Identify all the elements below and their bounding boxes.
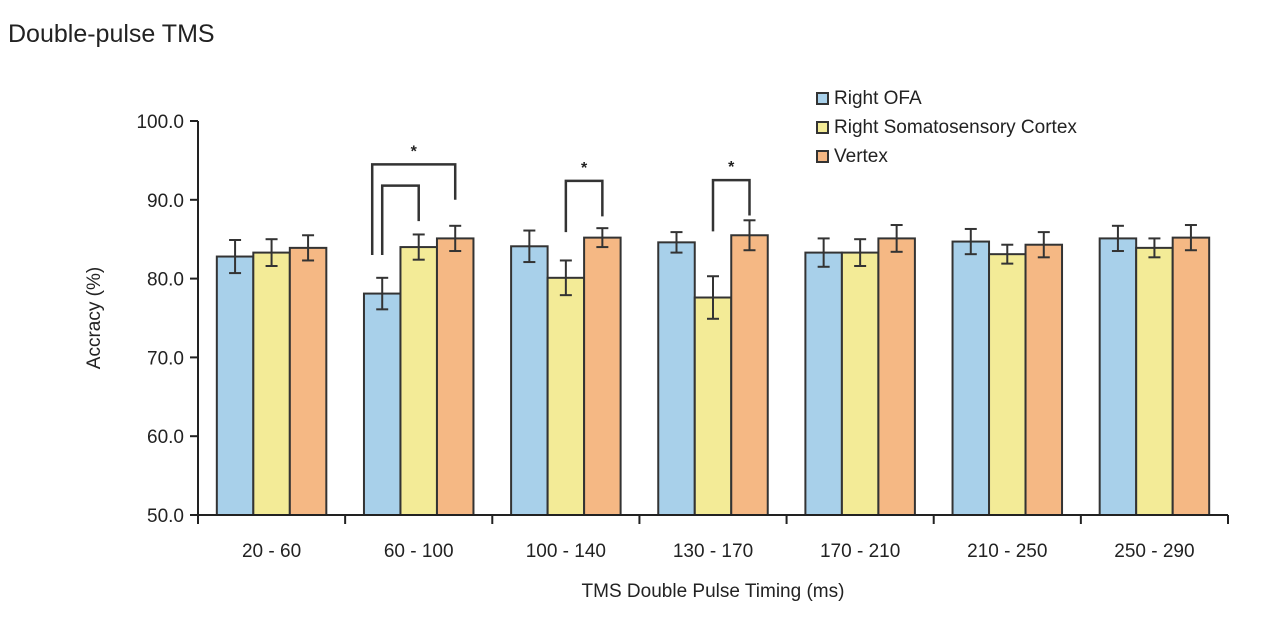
significance-bracket bbox=[564, 179, 604, 233]
x-tick-label: 210 - 250 bbox=[967, 541, 1047, 562]
bar bbox=[951, 240, 991, 516]
significance-star: * bbox=[728, 159, 735, 176]
significance-bracket bbox=[370, 163, 457, 255]
y-tick-label: 70.0 bbox=[147, 348, 184, 369]
significance-star: * bbox=[581, 160, 588, 177]
legend-swatch-right-ofa bbox=[816, 92, 829, 105]
y-tick-label: 100.0 bbox=[136, 112, 184, 133]
y-tick-label: 90.0 bbox=[147, 191, 184, 212]
bar bbox=[399, 246, 438, 517]
bar bbox=[1171, 236, 1211, 516]
x-tick-label: 20 - 60 bbox=[242, 541, 301, 562]
legend-item-right-somatosensory-cortex: Right Somatosensory Cortex bbox=[816, 113, 1077, 142]
bar bbox=[1024, 243, 1064, 516]
bar bbox=[362, 292, 402, 516]
bar bbox=[583, 236, 622, 516]
x-tick-label: 100 - 140 bbox=[526, 541, 606, 562]
chart-title: Double-pulse TMS bbox=[8, 20, 215, 48]
legend-item-right-ofa: Right OFA bbox=[816, 84, 1077, 113]
legend-label: Right OFA bbox=[834, 87, 922, 109]
x-tick-label: 250 - 290 bbox=[1114, 541, 1194, 562]
legend-label: Right Somatosensory Cortex bbox=[834, 116, 1077, 138]
x-axis-title: TMS Double Pulse Timing (ms) bbox=[582, 581, 845, 602]
significance-bracket bbox=[711, 178, 751, 232]
bar bbox=[693, 296, 733, 516]
x-tick-label: 60 - 100 bbox=[384, 541, 454, 562]
bar bbox=[215, 255, 255, 516]
legend-item-vertex: Vertex bbox=[816, 142, 1077, 171]
bar bbox=[840, 251, 880, 516]
x-tick-label: 170 - 210 bbox=[820, 541, 900, 562]
bar bbox=[730, 234, 769, 516]
y-tick-label: 50.0 bbox=[147, 506, 184, 527]
significance-star: * bbox=[411, 143, 418, 160]
legend-label: Vertex bbox=[834, 145, 888, 167]
bar bbox=[877, 237, 916, 517]
significance-bracket bbox=[380, 184, 420, 255]
bar bbox=[1135, 246, 1174, 516]
bar bbox=[288, 246, 328, 516]
legend-swatch-vertex bbox=[816, 150, 829, 163]
bar bbox=[546, 276, 586, 517]
bar bbox=[657, 241, 696, 517]
y-tick-label: 80.0 bbox=[147, 270, 184, 291]
bar bbox=[988, 253, 1027, 516]
bar bbox=[252, 251, 291, 516]
bar bbox=[1098, 237, 1138, 517]
y-axis-title: Accracy (%) bbox=[84, 267, 105, 369]
legend-swatch-right-somatosensory-cortex bbox=[816, 121, 829, 134]
bar bbox=[435, 237, 475, 517]
x-tick-label: 130 - 170 bbox=[673, 541, 753, 562]
legend: Right OFA Right Somatosensory Cortex Ver… bbox=[816, 84, 1077, 171]
bar bbox=[510, 245, 549, 517]
y-tick-label: 60.0 bbox=[147, 427, 184, 448]
bar bbox=[804, 251, 843, 516]
